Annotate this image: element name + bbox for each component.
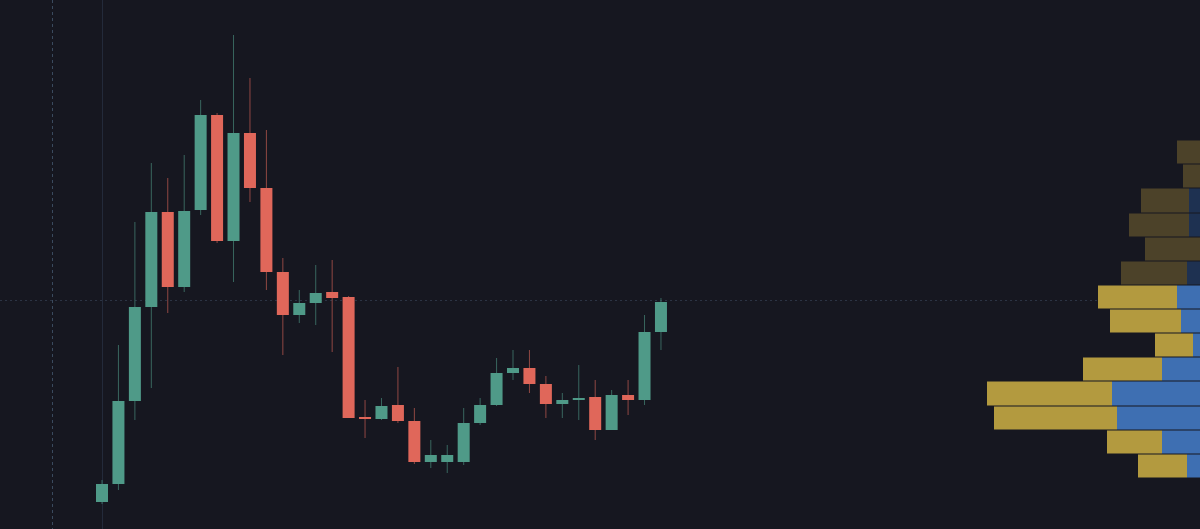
candle-body	[161, 212, 174, 287]
candle-body	[293, 303, 306, 315]
profile-up	[1110, 309, 1181, 333]
candle-body	[654, 302, 667, 332]
candle-body	[227, 133, 240, 241]
profile-down	[1193, 333, 1200, 357]
profile-up	[1155, 333, 1193, 357]
profile-up	[1107, 430, 1162, 454]
candle-body	[622, 395, 635, 400]
candles	[96, 35, 667, 504]
profile-up	[994, 406, 1117, 430]
profile-down	[1189, 213, 1200, 237]
profile-up	[1098, 285, 1177, 309]
candle-body	[194, 115, 207, 210]
profile-down	[1162, 357, 1200, 381]
candle-body	[112, 401, 125, 484]
profile-down	[1187, 454, 1200, 478]
profile-up	[1177, 140, 1200, 164]
candle-body	[276, 272, 289, 315]
profile-up	[1183, 164, 1200, 188]
candle-body	[474, 405, 487, 423]
volume-profile	[987, 140, 1200, 478]
candle-body	[457, 423, 470, 462]
candle-body	[211, 115, 224, 241]
profile-up	[1083, 357, 1162, 381]
profile-down	[1112, 381, 1200, 406]
candle-body	[490, 373, 503, 405]
candle-body	[96, 484, 108, 502]
profile-up	[987, 381, 1112, 406]
profile-up	[1121, 261, 1187, 285]
candle-body	[408, 421, 421, 462]
candle-body	[359, 417, 372, 419]
profile-down	[1181, 309, 1200, 333]
candle-body	[638, 332, 651, 400]
candle-body	[441, 455, 454, 462]
candle-body	[375, 406, 388, 419]
candle-body	[342, 297, 355, 418]
candle-body	[178, 211, 191, 287]
profile-up	[1141, 188, 1189, 213]
profile-up	[1129, 213, 1189, 237]
profile-up	[1138, 454, 1187, 478]
candle-body	[391, 405, 404, 421]
candle-body	[260, 188, 273, 272]
profile-down	[1187, 261, 1200, 285]
candle-body	[556, 400, 569, 404]
profile-down	[1189, 188, 1200, 213]
candle-body	[424, 455, 437, 462]
candle-body	[589, 397, 602, 430]
candle-body	[309, 293, 322, 303]
candle-body	[145, 212, 158, 307]
profile-down	[1177, 285, 1200, 309]
profile-down	[1162, 430, 1200, 454]
candle-body	[572, 398, 585, 400]
candle-body	[128, 307, 141, 401]
profile-up	[1145, 237, 1200, 261]
candle-body	[326, 292, 339, 298]
candle-body	[539, 384, 552, 404]
candle-body	[523, 368, 536, 384]
candle-body	[605, 395, 618, 430]
profile-down	[1117, 406, 1200, 430]
candle-body	[243, 133, 256, 188]
candle-body	[507, 368, 519, 373]
